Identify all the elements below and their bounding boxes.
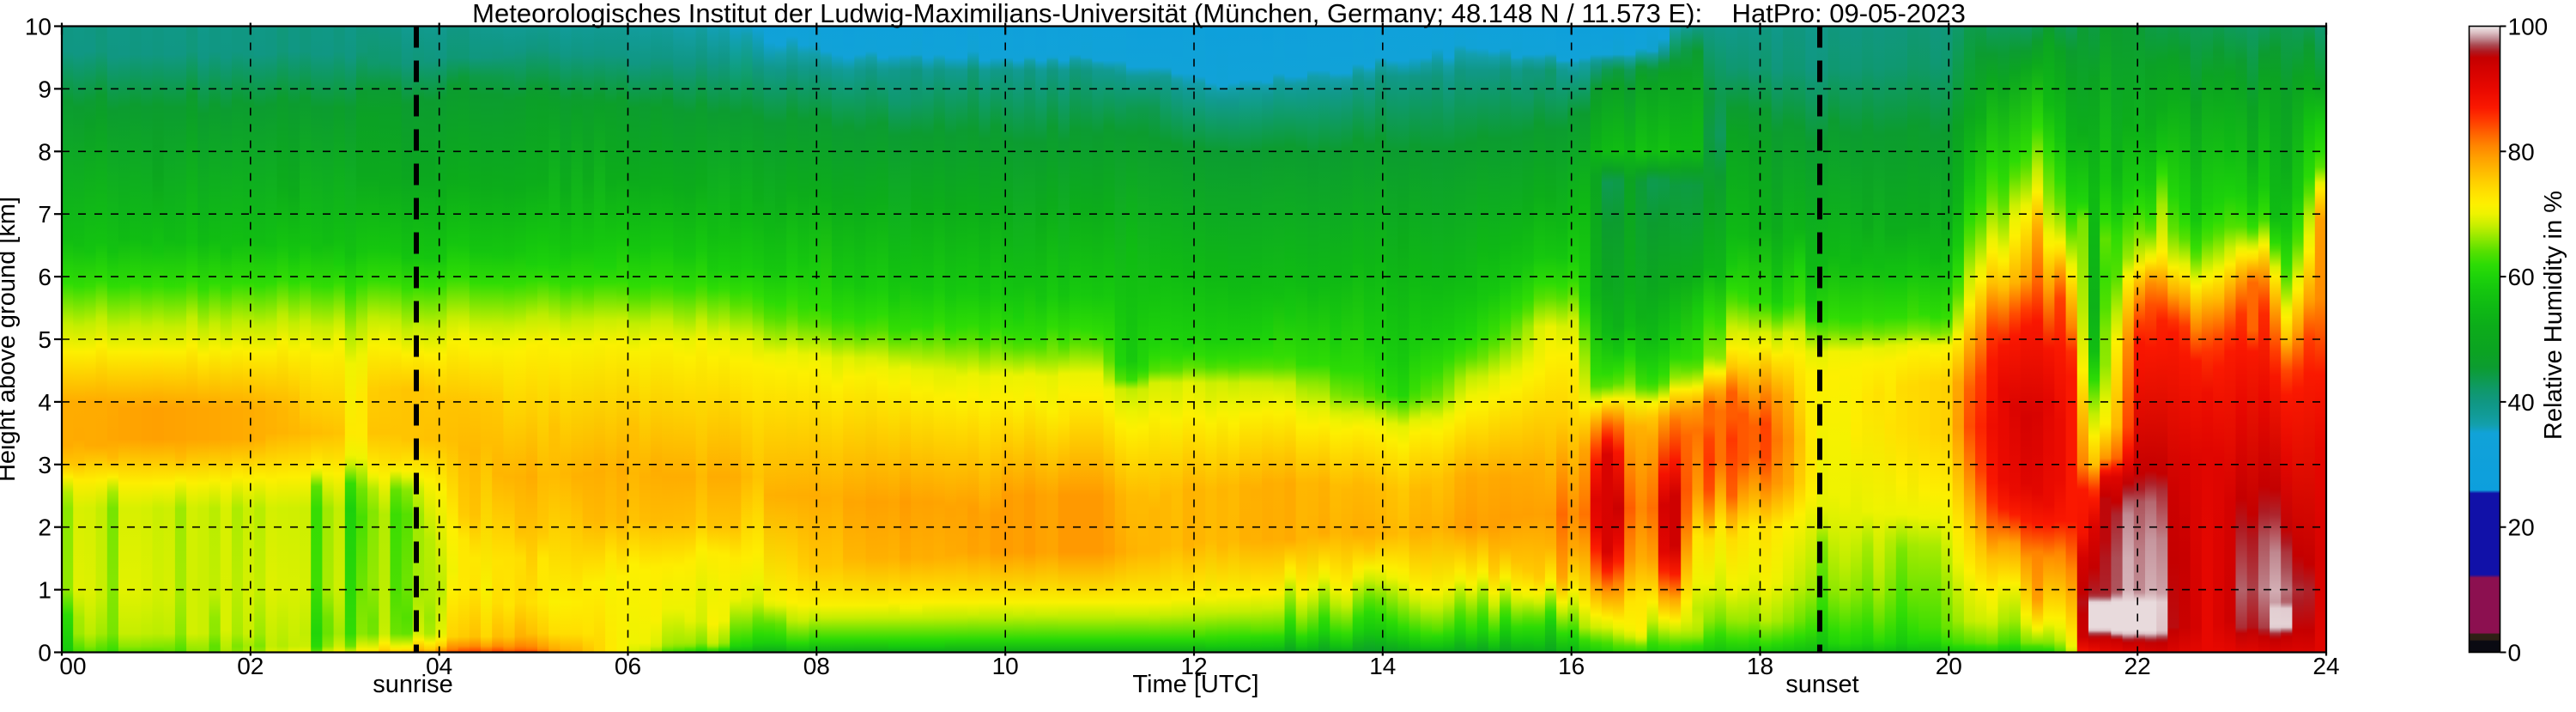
svg-text:04: 04 — [426, 653, 452, 679]
svg-text:100: 100 — [2508, 14, 2549, 40]
svg-text:16: 16 — [1558, 653, 1585, 679]
svg-text:06: 06 — [615, 653, 641, 679]
svg-text:8: 8 — [38, 138, 52, 165]
svg-text:18: 18 — [1747, 653, 1773, 679]
svg-text:5: 5 — [38, 326, 52, 353]
svg-text:Time [UTC]: Time [UTC] — [1132, 671, 1258, 698]
svg-text:Meteorologisches Institut der: Meteorologisches Institut der Ludwig-Max… — [472, 0, 1966, 28]
svg-text:24: 24 — [2312, 653, 2339, 679]
svg-text:0: 0 — [2508, 640, 2522, 666]
svg-text:0: 0 — [38, 640, 52, 666]
svg-text:10: 10 — [992, 653, 1019, 679]
svg-text:02: 02 — [237, 653, 264, 679]
svg-text:1: 1 — [38, 577, 52, 604]
svg-text:7: 7 — [38, 201, 52, 228]
svg-text:2: 2 — [38, 514, 52, 541]
svg-text:80: 80 — [2508, 138, 2535, 165]
svg-text:22: 22 — [2124, 653, 2151, 679]
svg-text:20: 20 — [2508, 514, 2535, 541]
svg-text:4: 4 — [38, 389, 52, 416]
svg-text:14: 14 — [1369, 653, 1396, 679]
svg-text:12: 12 — [1180, 653, 1207, 679]
svg-text:sunset: sunset — [1785, 671, 1858, 698]
svg-text:20: 20 — [1936, 653, 1962, 679]
svg-text:40: 40 — [2508, 389, 2535, 416]
svg-text:sunrise: sunrise — [373, 671, 453, 698]
svg-text:9: 9 — [38, 76, 52, 102]
svg-text:3: 3 — [38, 452, 52, 478]
svg-text:Relative Humidity in %: Relative Humidity in % — [2540, 191, 2567, 440]
svg-text:Height above ground [km]: Height above ground [km] — [0, 197, 21, 482]
svg-text:08: 08 — [803, 653, 830, 679]
svg-text:00: 00 — [59, 653, 86, 679]
svg-text:60: 60 — [2508, 264, 2535, 290]
svg-text:10: 10 — [25, 14, 52, 40]
svg-text:6: 6 — [38, 264, 52, 290]
